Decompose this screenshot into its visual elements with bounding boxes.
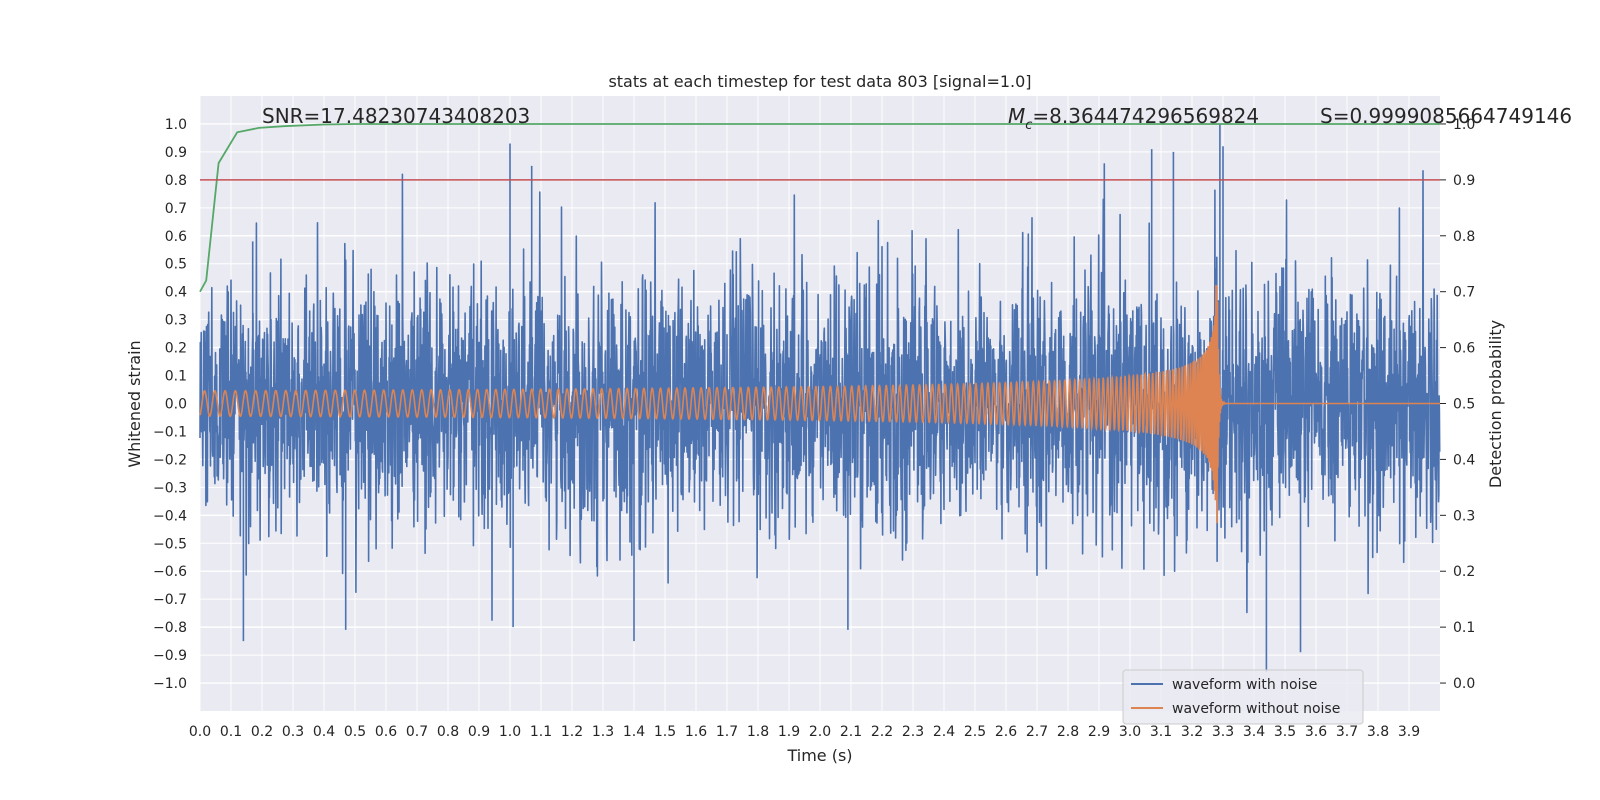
x-tick-label: 1.8: [747, 724, 769, 740]
y2-tick-label: 0.9: [1453, 173, 1475, 189]
x-tick-label: 2.7: [1026, 724, 1048, 740]
x-tick-label: 1.3: [592, 724, 614, 740]
y2-tick-label: 0.4: [1453, 452, 1475, 468]
chart-title: stats at each timestep for test data 803…: [608, 72, 1031, 91]
x-tick-label: 3.5: [1274, 724, 1296, 740]
chirp-mass-subscript: c: [1025, 118, 1032, 133]
x-tick-label: 3.3: [1212, 724, 1234, 740]
detection-probability-line: [199, 123, 1440, 293]
x-tick-label: 0.6: [375, 724, 397, 740]
y2-tick-label: 1.0: [1453, 117, 1475, 133]
x-tick-label: 0.0: [189, 724, 211, 740]
x-tick-label: 0.8: [437, 724, 459, 740]
y2-tick-label: 0.6: [1453, 341, 1475, 357]
y-tick-label: 0.9: [165, 145, 187, 161]
y-axis-ticks: 1.0 0.9 0.8 0.7 0.6 0.5 0.4 0.3 0.2 0.1 0.0 −0.1 −0.…: [153, 117, 187, 692]
y2-axis-ticks: 1.0 0.9 0.8 0.7 0.6 0.5 0.4 0.3 0.2 0.1 0.0: [1440, 117, 1475, 692]
y2-axis-label: Detection probability: [1486, 320, 1505, 488]
x-tick-label: 2.3: [902, 724, 924, 740]
x-tick-label: 0.7: [406, 724, 428, 740]
y-tick-label: −1.0: [153, 676, 187, 692]
legend-label-noisy: waveform with noise: [1172, 677, 1317, 693]
x-tick-label: 3.4: [1243, 724, 1265, 740]
x-tick-label: 2.1: [840, 724, 862, 740]
snr-annotation: SNR=17.48230743408203: [262, 104, 530, 128]
x-tick-label: 0.9: [468, 724, 490, 740]
x-tick-label: 1.1: [530, 724, 552, 740]
probability-series: [199, 123, 1440, 293]
y-tick-label: 0.4: [165, 285, 187, 301]
y-tick-label: 0.1: [165, 369, 187, 385]
y-tick-label: 0.6: [165, 229, 187, 245]
x-tick-label: 3.2: [1181, 724, 1203, 740]
x-tick-label: 2.5: [964, 724, 986, 740]
x-tick-label: 1.2: [561, 724, 583, 740]
y2-tick-label: 0.8: [1453, 229, 1475, 245]
x-tick-label: 0.3: [282, 724, 304, 740]
x-tick-label: 3.9: [1398, 724, 1420, 740]
x-tick-label: 0.5: [344, 724, 366, 740]
y2-tick-label: 0.0: [1453, 676, 1475, 692]
y2-tick-label: 0.5: [1453, 397, 1475, 413]
x-tick-label: 3.6: [1305, 724, 1327, 740]
y2-tick-label: 0.3: [1453, 508, 1475, 524]
y2-tick-label: 0.2: [1453, 564, 1475, 580]
y2-tick-label: 0.7: [1453, 285, 1475, 301]
x-tick-label: 3.1: [1150, 724, 1172, 740]
y-tick-label: 0.5: [165, 257, 187, 273]
chirp-mass-annotation: Mc=8.364474296569824: [1008, 104, 1259, 133]
y-tick-label: −0.3: [153, 480, 187, 496]
x-tick-label: 2.8: [1057, 724, 1079, 740]
legend-box: [1122, 669, 1364, 725]
y-tick-label: −0.9: [153, 648, 187, 664]
legend: waveform with noise waveform without noi…: [1122, 669, 1364, 725]
x-tick-label: 2.9: [1088, 724, 1110, 740]
y-tick-label: −0.4: [153, 508, 187, 524]
y-tick-label: 0.8: [165, 173, 187, 189]
y-tick-label: 0.7: [165, 201, 187, 217]
x-axis-label: Time (s): [786, 746, 852, 765]
x-tick-label: 2.6: [995, 724, 1017, 740]
y-tick-label: 0.3: [165, 313, 187, 329]
clean-waveform-line: [199, 285, 1440, 524]
x-tick-label: 0.1: [220, 724, 242, 740]
x-tick-label: 3.0: [1119, 724, 1141, 740]
x-tick-label: 1.9: [778, 724, 800, 740]
y-tick-label: −0.6: [153, 564, 187, 580]
x-tick-label: 1.0: [499, 724, 521, 740]
noisy-waveform-series: [199, 124, 1441, 672]
x-tick-label: 2.0: [809, 724, 831, 740]
x-tick-label: 1.4: [623, 724, 645, 740]
x-tick-label: 0.4: [313, 724, 335, 740]
y-axis-label: Whitened strain: [125, 340, 144, 467]
x-tick-label: 0.2: [251, 724, 273, 740]
x-tick-label: 2.2: [871, 724, 893, 740]
x-axis-ticks: 0.0 0.1 0.2 0.3 0.4 0.5 0.6 0.7 0.8 0.9 1.0 1.1 1.2 1…: [189, 724, 1420, 740]
y-tick-label: −0.5: [153, 536, 187, 552]
noisy-waveform-line: [199, 124, 1441, 672]
y-tick-label: 0.0: [165, 397, 187, 413]
s-annotation: S=0.9999085664749146: [1320, 104, 1572, 128]
x-tick-label: 1.5: [654, 724, 676, 740]
x-tick-label: 2.4: [933, 724, 955, 740]
y-tick-label: 0.2: [165, 341, 187, 357]
x-tick-label: 3.7: [1336, 724, 1358, 740]
chirp-mass-symbol: M: [1008, 104, 1025, 128]
clean-waveform-series: [199, 285, 1440, 524]
y-tick-label: 1.0: [165, 117, 187, 133]
x-tick-label: 1.7: [716, 724, 738, 740]
x-tick-label: 1.6: [685, 724, 707, 740]
chirp-mass-value: =8.364474296569824: [1032, 104, 1259, 128]
y-tick-label: −0.1: [153, 424, 187, 440]
legend-label-clean: waveform without noise: [1172, 701, 1340, 717]
y-tick-label: −0.8: [153, 620, 187, 636]
y-tick-label: −0.7: [153, 592, 187, 608]
x-tick-label: 3.8: [1367, 724, 1389, 740]
y2-tick-label: 0.1: [1453, 620, 1475, 636]
y-tick-label: −0.2: [153, 452, 187, 468]
